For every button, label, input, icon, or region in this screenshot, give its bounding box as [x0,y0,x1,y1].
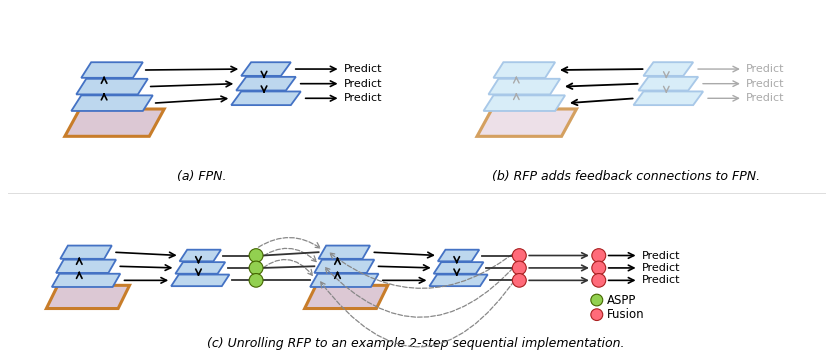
Circle shape [591,274,606,287]
Polygon shape [52,274,120,287]
Text: Predict: Predict [641,251,680,261]
Circle shape [512,249,526,262]
Text: Predict: Predict [746,93,785,103]
Polygon shape [477,109,576,136]
Text: Predict: Predict [343,64,382,74]
Text: Predict: Predict [343,79,382,88]
Polygon shape [65,109,164,136]
Circle shape [249,274,263,287]
Polygon shape [483,95,565,111]
Polygon shape [488,79,560,95]
Circle shape [249,249,263,262]
Circle shape [591,261,606,275]
Polygon shape [643,62,693,76]
Polygon shape [643,62,693,76]
Polygon shape [488,79,560,95]
Circle shape [512,261,526,275]
Polygon shape [237,77,296,91]
Polygon shape [232,91,301,105]
Polygon shape [483,95,565,111]
Polygon shape [242,62,291,76]
Polygon shape [639,77,698,91]
Text: Predict: Predict [343,93,382,103]
Text: Predict: Predict [641,263,680,273]
Polygon shape [60,246,112,259]
Polygon shape [493,62,555,78]
Polygon shape [47,285,129,309]
Polygon shape [477,109,576,136]
Polygon shape [180,250,221,261]
Polygon shape [171,275,229,286]
Polygon shape [430,275,487,286]
Polygon shape [56,259,116,273]
Text: Fusion: Fusion [606,308,645,321]
Polygon shape [72,95,152,111]
Polygon shape [639,77,698,91]
Polygon shape [176,262,225,274]
Polygon shape [314,259,374,273]
Polygon shape [434,262,483,274]
Polygon shape [77,79,147,95]
Text: (a) FPN.: (a) FPN. [177,170,227,183]
Circle shape [591,249,606,262]
Text: Predict: Predict [746,64,785,74]
Polygon shape [305,285,388,309]
Circle shape [249,261,263,275]
Circle shape [591,294,603,306]
Text: Predict: Predict [641,275,680,285]
Text: (c) Unrolling RFP to an example 2-step sequential implementation.: (c) Unrolling RFP to an example 2-step s… [207,337,625,350]
Polygon shape [310,274,378,287]
Text: ASPP: ASPP [606,293,636,307]
Text: (b) RFP adds feedback connections to FPN.: (b) RFP adds feedback connections to FPN… [491,170,760,183]
Polygon shape [82,62,142,78]
Text: Predict: Predict [746,79,785,88]
Polygon shape [634,91,703,105]
Circle shape [512,274,526,287]
Polygon shape [493,62,555,78]
Polygon shape [634,91,703,105]
Polygon shape [318,246,370,259]
Polygon shape [438,250,479,261]
Circle shape [591,309,603,320]
